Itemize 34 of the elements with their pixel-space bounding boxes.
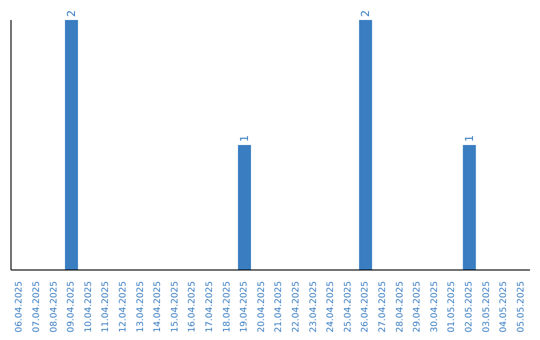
x-tick-label: 25.04.2025 — [343, 281, 354, 333]
x-tick-label: 24.04.2025 — [326, 281, 336, 333]
data-label: 1 — [238, 135, 251, 142]
x-tick-label: 29.04.2025 — [412, 281, 423, 333]
x-tick-label: 09.04.2025 — [66, 281, 77, 333]
x-tick-label: 28.04.2025 — [395, 281, 406, 333]
x-tick-label: 22.04.2025 — [291, 281, 302, 333]
x-tick-label: 11.04.2025 — [101, 281, 112, 333]
x-tick-label: 18.04.2025 — [222, 281, 232, 333]
x-tick-label: 30.04.2025 — [430, 281, 440, 333]
x-tick-label: 13.04.2025 — [136, 281, 146, 333]
x-tick-label: 15.04.2025 — [170, 281, 180, 333]
x-tick-label: 04.05.2025 — [499, 281, 510, 333]
x-tick-label: 05.05.2025 — [516, 281, 526, 333]
x-tick-label: 26.04.2025 — [360, 281, 371, 333]
x-tick-label: 17.04.2025 — [204, 281, 215, 333]
x-tick-label: 20.04.2025 — [256, 281, 267, 333]
data-label: 2 — [64, 10, 78, 17]
x-tick-label: 16.04.2025 — [188, 281, 198, 333]
x-tick-label: 19.04.2025 — [240, 281, 250, 333]
x-tick-label: 21.04.2025 — [274, 281, 284, 333]
data-label: 1 — [462, 135, 476, 142]
x-tick-label: 23.04.2025 — [308, 281, 319, 333]
x-tick-label: 06.04.2025 — [14, 281, 25, 333]
x-tick-label: 08.04.2025 — [49, 281, 60, 333]
x-tick-label: 12.04.2025 — [118, 281, 128, 333]
x-tick-label: 14.04.2025 — [153, 281, 164, 333]
x-tick-label: 03.05.2025 — [482, 281, 492, 333]
x-tick-label: 27.04.2025 — [378, 281, 388, 333]
x-tick-label: 02.05.2025 — [464, 281, 474, 333]
x-tick-label: 10.04.2025 — [84, 281, 94, 333]
x-tick-label: 01.05.2025 — [447, 281, 458, 333]
x-tick-label: 07.04.2025 — [32, 281, 42, 333]
data-label: 2 — [359, 10, 372, 17]
